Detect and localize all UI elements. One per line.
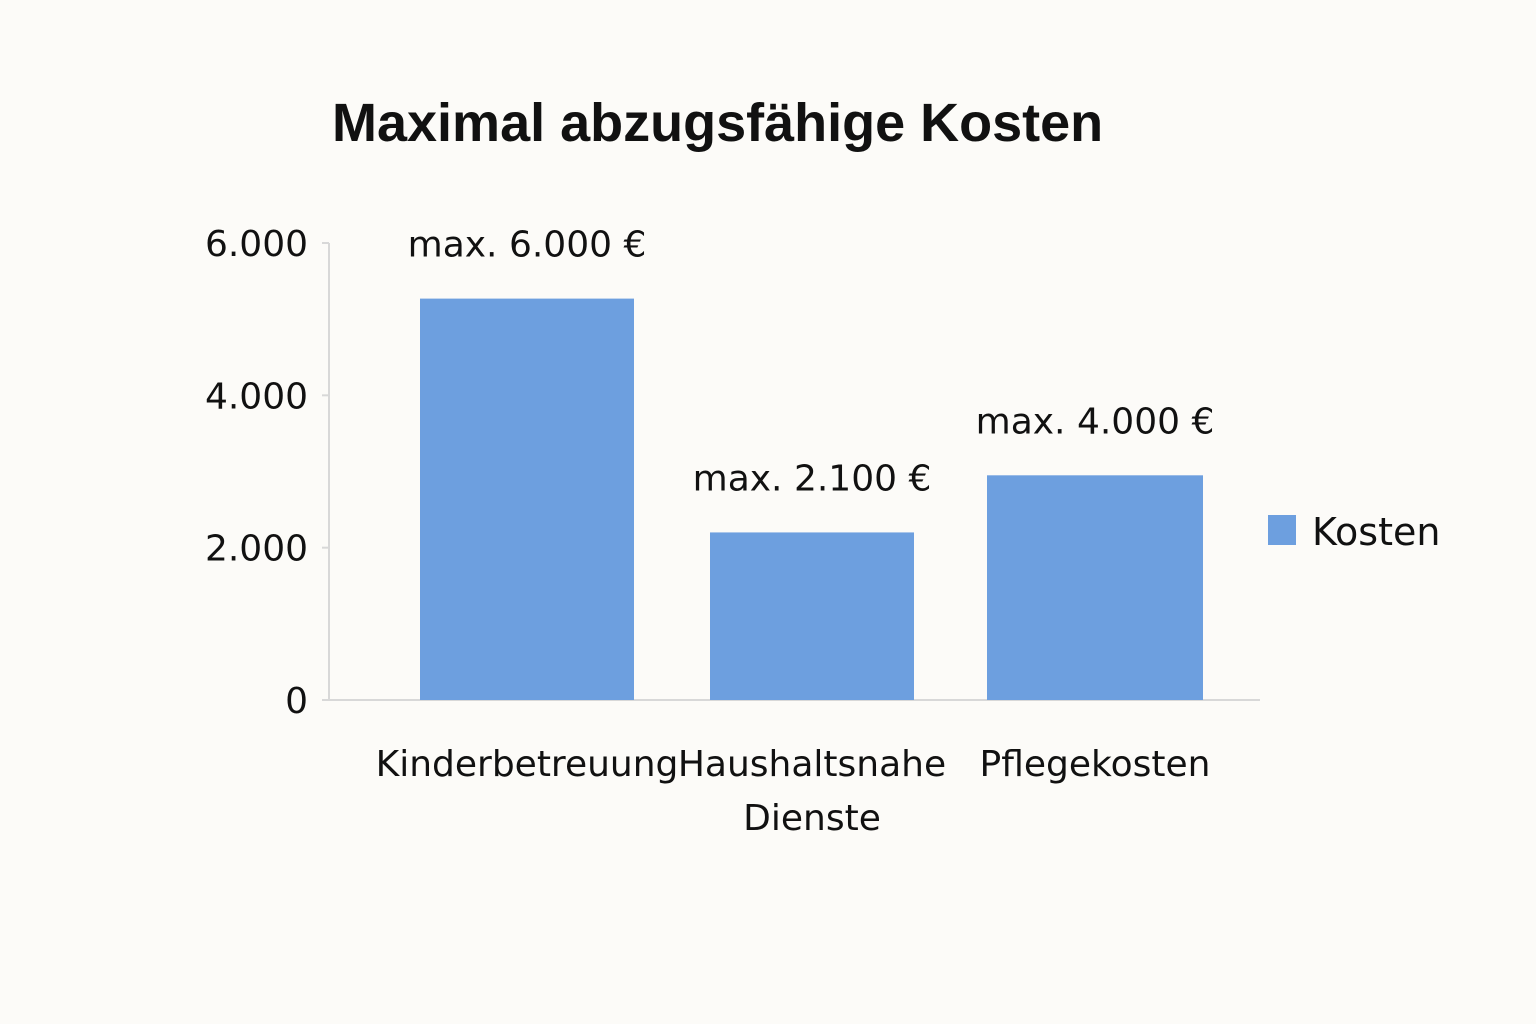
chart-title: Maximal abzugsfähige Kosten [332, 93, 1103, 153]
bar-0 [420, 298, 634, 700]
legend-swatch-kosten [1268, 515, 1296, 545]
bar-1 [710, 532, 914, 700]
legend: Kosten [1268, 510, 1440, 554]
legend-label-kosten: Kosten [1312, 510, 1440, 554]
bars [420, 298, 1203, 700]
data-label-2: max. 4.000 € [976, 401, 1215, 442]
category-label-1-line-1: Dienste [743, 798, 881, 839]
category-label-0: Kinderbetreuung [376, 744, 679, 785]
bar-2 [987, 475, 1203, 700]
category-labels: Kinderbetreuung Haushaltsnahe Dienste Pfleg… [376, 744, 1211, 839]
y-ticks: 0 2.000 4.000 6.000 [205, 224, 329, 722]
data-label-1: max. 2.100 € [693, 458, 932, 499]
category-label-2: Pflegekosten [980, 744, 1211, 785]
y-tick-label: 2.000 [205, 529, 308, 570]
y-tick-label: 0 [285, 681, 308, 722]
y-tick-label: 6.000 [205, 224, 308, 265]
y-tick-label: 4.000 [205, 376, 308, 417]
category-label-1-line-0: Haushaltsnahe [678, 744, 946, 785]
data-label-0: max. 6.000 € [408, 225, 647, 266]
data-labels: max. 6.000 € max. 2.100 € max. 4.000 € [408, 225, 1215, 500]
